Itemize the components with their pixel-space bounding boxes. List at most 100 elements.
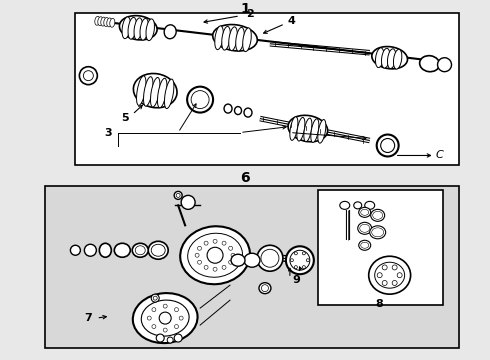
Ellipse shape: [84, 244, 97, 256]
Ellipse shape: [359, 240, 371, 250]
Circle shape: [195, 253, 199, 257]
Ellipse shape: [375, 48, 384, 68]
Ellipse shape: [361, 210, 368, 215]
Circle shape: [213, 267, 217, 271]
Ellipse shape: [213, 24, 257, 51]
Ellipse shape: [157, 78, 167, 108]
Ellipse shape: [120, 15, 157, 40]
Ellipse shape: [381, 139, 394, 153]
Circle shape: [83, 71, 94, 81]
Ellipse shape: [262, 285, 269, 292]
Circle shape: [392, 265, 397, 270]
Text: 2: 2: [246, 9, 254, 19]
Ellipse shape: [290, 117, 298, 140]
Ellipse shape: [388, 49, 396, 69]
Circle shape: [377, 273, 382, 278]
Ellipse shape: [377, 135, 399, 157]
Ellipse shape: [107, 18, 112, 27]
Circle shape: [294, 266, 297, 269]
Ellipse shape: [229, 27, 237, 51]
Ellipse shape: [259, 283, 271, 294]
Ellipse shape: [224, 104, 232, 113]
Ellipse shape: [361, 242, 368, 248]
Circle shape: [156, 334, 164, 342]
Ellipse shape: [165, 79, 174, 109]
Ellipse shape: [244, 253, 260, 267]
Ellipse shape: [133, 293, 197, 343]
Ellipse shape: [128, 17, 137, 39]
Text: 9: 9: [292, 275, 300, 285]
Ellipse shape: [360, 224, 370, 232]
Ellipse shape: [354, 202, 362, 209]
Ellipse shape: [243, 28, 251, 51]
Ellipse shape: [419, 56, 440, 72]
Circle shape: [167, 337, 173, 343]
Ellipse shape: [372, 46, 408, 69]
Ellipse shape: [122, 17, 130, 39]
Circle shape: [204, 265, 208, 269]
Ellipse shape: [144, 77, 153, 106]
Circle shape: [302, 252, 305, 255]
Circle shape: [207, 247, 223, 263]
Circle shape: [294, 252, 297, 255]
Circle shape: [382, 280, 387, 285]
Bar: [318, 190, 442, 305]
Text: 8: 8: [376, 299, 384, 309]
Circle shape: [222, 241, 226, 245]
Ellipse shape: [98, 17, 103, 26]
Ellipse shape: [188, 233, 243, 277]
Circle shape: [382, 265, 387, 270]
Ellipse shape: [135, 246, 145, 255]
Text: 4: 4: [288, 16, 296, 26]
Ellipse shape: [132, 243, 148, 257]
Ellipse shape: [134, 18, 143, 40]
Text: 1: 1: [240, 2, 250, 16]
Bar: [46, 186, 460, 348]
Ellipse shape: [176, 193, 180, 197]
Ellipse shape: [140, 18, 148, 40]
Ellipse shape: [318, 120, 326, 143]
Ellipse shape: [244, 108, 252, 117]
Circle shape: [174, 325, 178, 329]
Circle shape: [151, 294, 159, 302]
Ellipse shape: [373, 211, 383, 219]
Ellipse shape: [290, 250, 310, 270]
Ellipse shape: [261, 249, 279, 267]
Bar: [75, 13, 460, 166]
Ellipse shape: [164, 25, 176, 39]
Ellipse shape: [370, 226, 386, 239]
Circle shape: [163, 328, 167, 332]
Ellipse shape: [95, 16, 100, 25]
Ellipse shape: [101, 17, 106, 26]
Ellipse shape: [375, 262, 405, 288]
Circle shape: [222, 265, 226, 269]
Ellipse shape: [393, 49, 402, 69]
Ellipse shape: [137, 76, 146, 105]
Circle shape: [197, 260, 201, 264]
Ellipse shape: [187, 87, 213, 113]
Circle shape: [159, 312, 171, 324]
Ellipse shape: [304, 118, 312, 142]
Circle shape: [291, 259, 294, 262]
Ellipse shape: [114, 243, 130, 257]
Ellipse shape: [110, 18, 115, 27]
Text: 7: 7: [84, 313, 92, 323]
Circle shape: [229, 260, 233, 264]
Circle shape: [231, 253, 235, 257]
Ellipse shape: [236, 27, 245, 51]
Ellipse shape: [231, 254, 245, 266]
Ellipse shape: [438, 58, 451, 72]
Ellipse shape: [372, 228, 384, 237]
Ellipse shape: [99, 243, 111, 257]
Circle shape: [397, 273, 402, 278]
Text: 5: 5: [122, 113, 129, 122]
Ellipse shape: [146, 19, 154, 41]
Circle shape: [229, 246, 233, 250]
Circle shape: [174, 308, 178, 312]
Ellipse shape: [151, 244, 165, 256]
Ellipse shape: [104, 18, 109, 26]
Ellipse shape: [141, 300, 189, 336]
Circle shape: [179, 316, 183, 320]
Text: 3: 3: [104, 127, 112, 138]
Ellipse shape: [133, 73, 177, 108]
